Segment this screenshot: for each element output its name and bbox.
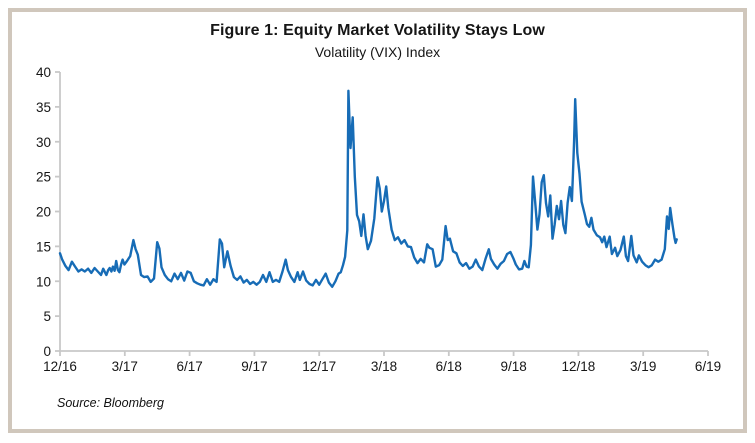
y-tick-label: 25 xyxy=(36,170,51,185)
source-note: Source: Bloomberg xyxy=(57,396,165,410)
chart-subtitle: Volatility (VIX) Index xyxy=(314,44,441,60)
y-tick-label: 15 xyxy=(36,239,51,254)
x-tick-label: 6/19 xyxy=(695,359,721,374)
x-tick-label: 3/17 xyxy=(112,359,138,374)
x-tick-label: 9/17 xyxy=(241,359,267,374)
y-tick-label: 10 xyxy=(36,274,51,289)
y-tick-label: 40 xyxy=(36,65,51,80)
x-tick-label: 6/17 xyxy=(176,359,202,374)
x-tick-label: 12/16 xyxy=(43,359,77,374)
y-tick-label: 20 xyxy=(36,205,51,220)
figure-border xyxy=(8,8,747,433)
x-tick-label: 12/18 xyxy=(562,359,596,374)
tick-labels: 0 5 10 15 20 25 30 35 40 12/16 3/17 6/17 9/17 12/17 3/… xyxy=(36,65,721,374)
x-tick-label: 6/18 xyxy=(436,359,462,374)
axes xyxy=(55,71,709,356)
x-tick-label: 12/17 xyxy=(302,359,336,374)
chart-title: Figure 1: Equity Market Volatility Stays… xyxy=(210,22,545,39)
x-tick-label: 3/19 xyxy=(630,359,656,374)
y-tick-label: 30 xyxy=(36,135,51,150)
x-tick-label: 9/18 xyxy=(500,359,526,374)
y-tick-label: 35 xyxy=(36,100,51,115)
y-tick-label: 5 xyxy=(43,309,51,324)
vix-series-line xyxy=(58,89,678,288)
x-tick-label: 3/18 xyxy=(371,359,397,374)
y-tick-label: 0 xyxy=(43,344,51,359)
